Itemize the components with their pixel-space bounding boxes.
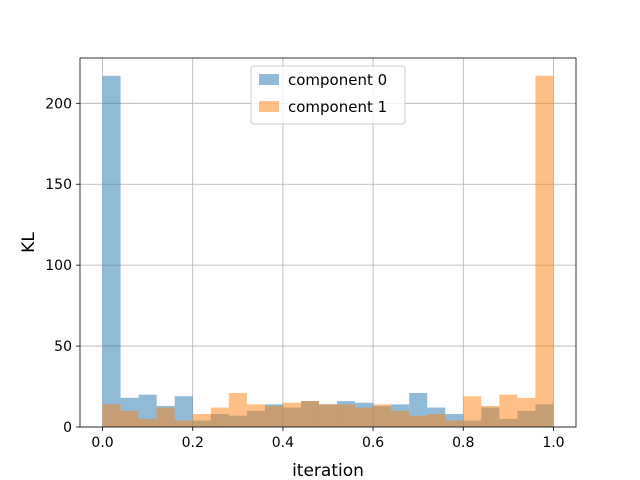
bar-component-1 (463, 396, 482, 427)
bar-component-1 (120, 410, 139, 427)
legend: component 0 component 1 (250, 65, 406, 125)
bar-component-1 (409, 415, 428, 427)
legend-label-component-0: component 0 (288, 71, 387, 89)
bar-component-1 (499, 394, 518, 427)
y-axis-label: KL (19, 232, 39, 253)
bar-component-1 (174, 420, 193, 427)
y-tick-label: 150 (45, 177, 72, 193)
legend-box (250, 65, 406, 125)
bar-component-1 (300, 401, 319, 427)
bar-component-1 (445, 420, 464, 427)
x-axis-label: iteration (292, 461, 364, 480)
bar-component-1 (102, 404, 121, 427)
ticks: 0.0 0.2 0.4 0.6 0.8 1.0 0 50 100 150 200 (45, 96, 564, 451)
bar-component-1 (337, 404, 356, 427)
y-tick-label: 50 (54, 339, 72, 355)
plot-frame (79, 57, 577, 428)
x-tick-label: 0.6 (362, 435, 384, 451)
bar-component-0 (102, 75, 121, 427)
y-tick-label: 200 (45, 96, 72, 112)
x-tick-label: 1.0 (542, 435, 564, 451)
x-tick-label: 0.4 (272, 435, 294, 451)
legend-swatch-component-0 (259, 74, 279, 85)
bar-component-1 (517, 397, 536, 427)
x-tick-label: 0.0 (91, 435, 113, 451)
bar-component-1 (481, 405, 500, 427)
bar-component-1 (535, 75, 554, 427)
bar-component-1 (228, 393, 247, 427)
bar-component-1 (246, 404, 265, 427)
bar-component-1 (210, 407, 229, 427)
bar-component-1 (355, 407, 374, 427)
bar-component-1 (373, 404, 392, 427)
x-tick-label: 0.2 (182, 435, 204, 451)
bar-component-1 (264, 405, 283, 427)
bar-component-1 (318, 404, 338, 427)
bar-component-1 (156, 407, 175, 427)
legend-label-component-1: component 1 (288, 98, 387, 116)
y-tick-label: 0 (63, 420, 72, 436)
legend-swatch-component-1 (259, 101, 279, 112)
bar-component-1 (138, 418, 157, 427)
bar-component-1 (192, 414, 211, 427)
y-tick-label: 100 (45, 258, 72, 274)
bars (102, 75, 554, 427)
bar-component-1 (391, 410, 410, 427)
bar-component-1 (427, 414, 446, 427)
x-tick-label: 0.8 (452, 435, 474, 451)
bar-component-0 (174, 396, 193, 427)
bar-component-1 (282, 402, 301, 427)
